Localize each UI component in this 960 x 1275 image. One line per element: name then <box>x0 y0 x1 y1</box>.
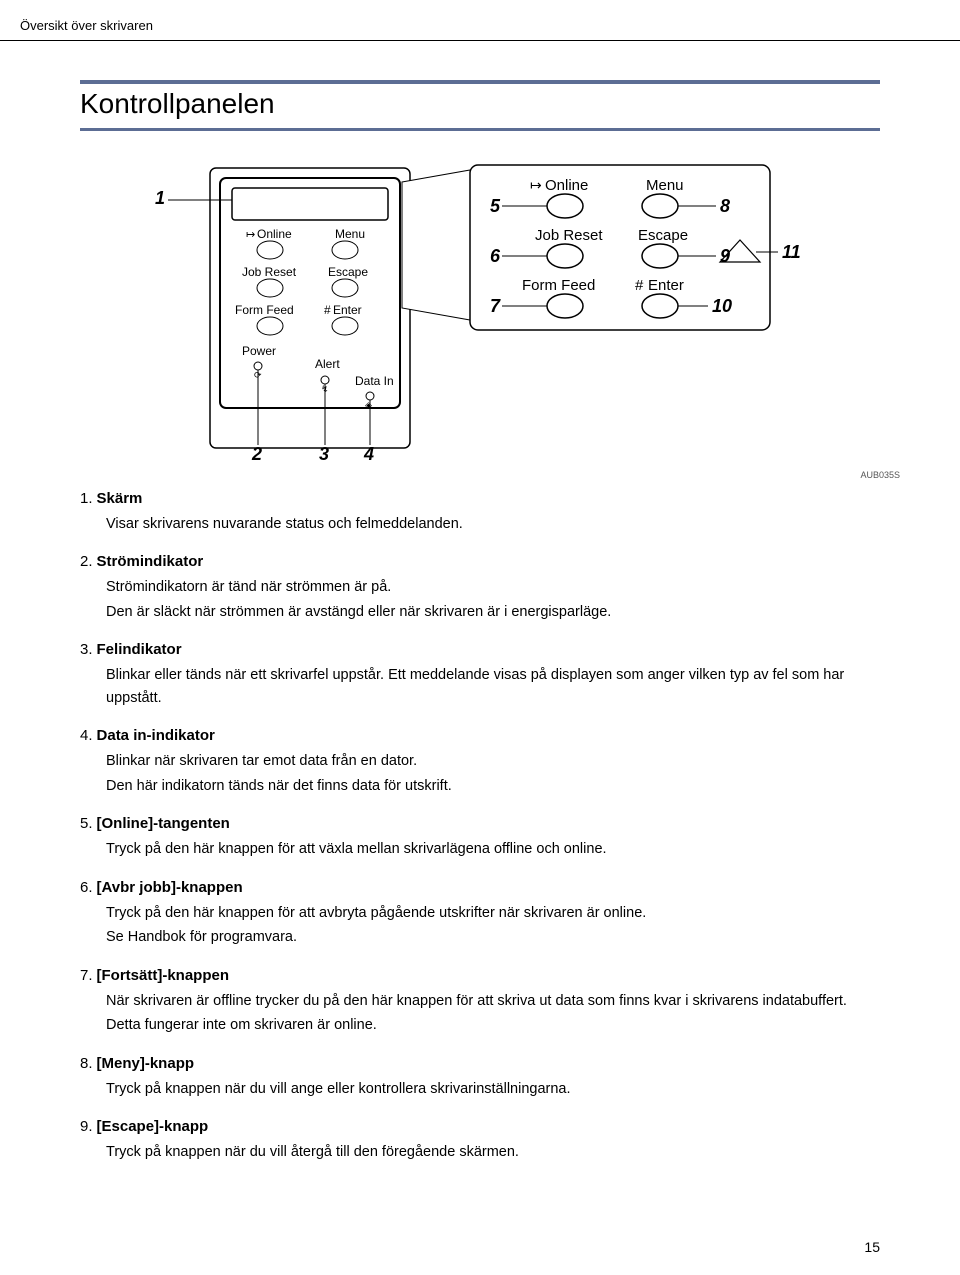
svg-text:10: 10 <box>712 296 732 316</box>
section-rule-bottom <box>80 128 880 131</box>
svg-text:9: 9 <box>720 246 730 266</box>
list-item: 9.[Escape]-knapp Tryck på knappen när du… <box>80 1118 880 1163</box>
header-breadcrumb: Översikt över skrivaren <box>20 18 153 33</box>
item-title: Data in-indikator <box>97 727 215 744</box>
item-title: Skärm <box>97 490 143 507</box>
list-item: 8.[Meny]-knapp Tryck på knappen när du v… <box>80 1055 880 1100</box>
item-body-text: Tryck på knappen när du vill ange eller … <box>106 1078 880 1100</box>
item-title: [Avbr jobb]-knappen <box>97 879 243 896</box>
header-rule <box>0 40 960 41</box>
item-body-text: Strömindikatorn är tänd när strömmen är … <box>106 576 880 598</box>
item-title: Strömindikator <box>97 553 204 570</box>
svg-text:Enter: Enter <box>648 277 684 294</box>
item-number: 8. <box>80 1055 93 1072</box>
image-code: AUB035S <box>860 470 900 480</box>
svg-text:Form Feed: Form Feed <box>522 277 595 294</box>
item-body-text: Blinkar när skrivaren tar emot data från… <box>106 750 880 772</box>
item-title: [Fortsätt]-knappen <box>97 967 230 984</box>
svg-text:Online: Online <box>257 227 292 241</box>
page-number: 15 <box>864 1239 880 1255</box>
svg-text:Form Feed: Form Feed <box>235 303 294 317</box>
svg-text:5: 5 <box>490 196 501 216</box>
svg-text:Escape: Escape <box>328 265 368 279</box>
section-title: Kontrollpanelen <box>80 88 275 120</box>
item-body-text: Blinkar eller tänds när ett skrivarfel u… <box>106 664 880 709</box>
item-body-text: Detta fungerar inte om skrivaren är onli… <box>106 1014 880 1036</box>
svg-text:#: # <box>324 303 331 317</box>
item-body-text: Den här indikatorn tänds när det finns d… <box>106 775 880 797</box>
svg-text:◈: ◈ <box>365 400 372 410</box>
item-title: [Online]-tangenten <box>97 815 230 832</box>
item-body-text: När skrivaren är offline trycker du på d… <box>106 990 880 1012</box>
svg-text:8: 8 <box>720 196 730 216</box>
svg-text:Data In: Data In <box>355 374 394 388</box>
item-number: 6. <box>80 879 93 896</box>
svg-text:1: 1 <box>155 188 165 208</box>
svg-text:2: 2 <box>251 444 262 460</box>
item-title: [Escape]-knapp <box>97 1118 209 1135</box>
svg-text:11: 11 <box>782 242 801 262</box>
definition-list: 1.Skärm Visar skrivarens nuvarande statu… <box>80 490 880 1182</box>
svg-text:3: 3 <box>319 444 329 460</box>
item-body-text: Tryck på den här knappen för att växla m… <box>106 838 880 860</box>
svg-text:Job Reset: Job Reset <box>535 227 603 244</box>
item-number: 2. <box>80 553 93 570</box>
svg-text:Job Reset: Job Reset <box>242 265 297 279</box>
list-item: 1.Skärm Visar skrivarens nuvarande statu… <box>80 490 880 535</box>
item-body-text: Se Handbok för programvara. <box>106 926 880 948</box>
svg-text:#: # <box>635 277 644 294</box>
list-item: 7.[Fortsätt]-knappen När skrivaren är of… <box>80 967 880 1037</box>
control-panel-diagram: Online Menu ↦ Job Reset Escape Form Feed… <box>120 160 840 460</box>
item-body-text: Tryck på den här knappen för att avbryta… <box>106 902 880 924</box>
svg-text:↦: ↦ <box>530 177 542 193</box>
list-item: 2.Strömindikator Strömindikatorn är tänd… <box>80 553 880 623</box>
item-number: 9. <box>80 1118 93 1135</box>
list-item: 4.Data in-indikator Blinkar när skrivare… <box>80 727 880 797</box>
item-number: 5. <box>80 815 93 832</box>
svg-text:Menu: Menu <box>646 177 684 194</box>
item-number: 7. <box>80 967 93 984</box>
item-body-text: Visar skrivarens nuvarande status och fe… <box>106 513 880 535</box>
item-number: 4. <box>80 727 93 744</box>
svg-text:7: 7 <box>490 296 501 316</box>
svg-text:Alert: Alert <box>315 357 340 371</box>
item-title: Felindikator <box>97 641 182 658</box>
section-rule-top <box>80 80 880 84</box>
item-number: 1. <box>80 490 93 507</box>
svg-text:Power: Power <box>242 344 276 358</box>
svg-text:Escape: Escape <box>638 227 688 244</box>
svg-text:Enter: Enter <box>333 303 362 317</box>
svg-text:4: 4 <box>363 444 374 460</box>
item-number: 3. <box>80 641 93 658</box>
svg-text:Online: Online <box>545 177 588 194</box>
svg-text:↦: ↦ <box>246 229 255 241</box>
list-item: 6.[Avbr jobb]-knappen Tryck på den här k… <box>80 879 880 949</box>
list-item: 3.Felindikator Blinkar eller tänds när e… <box>80 641 880 709</box>
svg-text:6: 6 <box>490 246 501 266</box>
svg-text:Menu: Menu <box>335 227 365 241</box>
item-body-text: Tryck på knappen när du vill återgå till… <box>106 1141 880 1163</box>
item-body-text: Den är släckt när strömmen är avstängd e… <box>106 601 880 623</box>
item-title: [Meny]-knapp <box>97 1055 195 1072</box>
list-item: 5.[Online]-tangenten Tryck på den här kn… <box>80 815 880 860</box>
